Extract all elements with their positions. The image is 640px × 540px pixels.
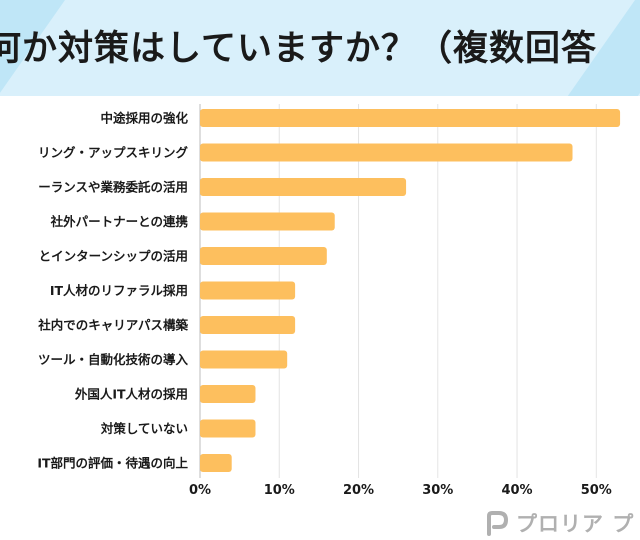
category-label: 対策していない xyxy=(100,421,188,436)
x-tick-label: 50% xyxy=(581,483,612,498)
bar xyxy=(200,247,327,265)
bars xyxy=(200,109,621,472)
bar xyxy=(200,178,407,196)
category-label: ツール・自動化技術の導入 xyxy=(38,352,189,367)
x-tick-label: 30% xyxy=(422,483,453,498)
bar xyxy=(200,350,288,369)
chart-title: 何か対策はしていますか？（複数回答 xyxy=(0,29,597,69)
category-label: 社外パートナーとの連携 xyxy=(50,214,189,229)
x-tick-label: 10% xyxy=(264,483,295,498)
category-label: 社内でのキャリアパス構築 xyxy=(37,318,188,333)
grid-lines xyxy=(199,104,597,478)
bar xyxy=(200,419,256,438)
category-labels: 中途採用の強化リング・アップスキリングーランスや業務委託の活用社外パートナーとの… xyxy=(37,111,188,471)
category-label: 中途採用の強化 xyxy=(100,111,188,126)
category-label: IT部門の評価・待遇の向上 xyxy=(37,456,188,471)
x-axis-ticks: 0% 10% 20% 30% 40% 50% xyxy=(189,483,612,498)
bar xyxy=(200,385,256,403)
bar xyxy=(200,109,621,127)
p-logo-icon xyxy=(487,511,509,536)
category-label: とインターンシップの活用 xyxy=(39,249,188,264)
category-label: 外国人IT人材の採用 xyxy=(74,387,188,402)
bar xyxy=(200,316,296,334)
bar-chart: 中途採用の強化リング・アップスキリングーランスや業務委託の活用社外パートナーとの… xyxy=(37,104,621,498)
bar xyxy=(200,454,232,472)
category-label: IT人材のリファラル採用 xyxy=(50,283,188,298)
bar xyxy=(200,281,296,300)
header-banner: 何か対策はしていますか？（複数回答 xyxy=(0,0,640,96)
bar xyxy=(200,212,335,231)
logo-text: プロリア プ xyxy=(516,512,635,536)
category-label: ーランスや業務委託の活用 xyxy=(38,180,188,195)
x-tick-label: 40% xyxy=(501,483,532,498)
bar xyxy=(200,143,573,162)
brand-logo: プロリア プ xyxy=(484,508,634,538)
x-tick-label: 20% xyxy=(343,483,374,498)
category-label: リング・アップスキリング xyxy=(38,145,189,160)
x-tick-label: 0% xyxy=(189,483,211,498)
